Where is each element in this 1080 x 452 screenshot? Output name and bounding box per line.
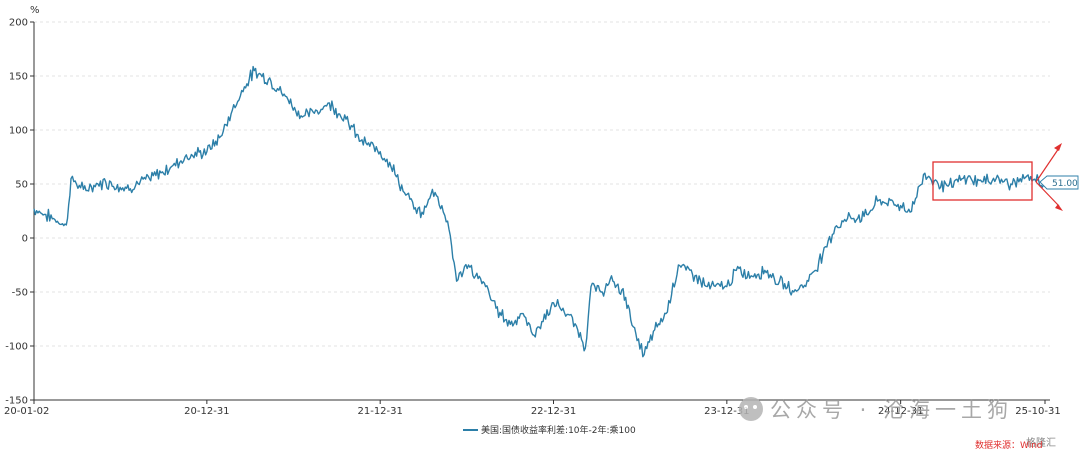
watermark-logo-eye-left bbox=[744, 405, 748, 409]
x-tick-label: 20-01-02 bbox=[4, 406, 49, 417]
watermark-logo-eye-right bbox=[753, 405, 757, 409]
series-layer bbox=[34, 67, 1045, 357]
y-tick-label: 200 bbox=[9, 18, 28, 29]
callout-value: 51.00 bbox=[1052, 179, 1078, 189]
y-tick-label: -100 bbox=[5, 342, 28, 353]
y-tick-label: -50 bbox=[12, 288, 28, 299]
end-value-callout: 51.00 bbox=[1040, 176, 1078, 189]
x-tick-label: 20-12-31 bbox=[184, 406, 229, 417]
y-tick-label: 100 bbox=[9, 126, 28, 137]
arrow-down-head bbox=[1055, 204, 1063, 211]
y-tick-label: -150 bbox=[5, 396, 28, 407]
grid-lines bbox=[34, 22, 1050, 346]
y-tick-labels: 200 150 100 50 0 -50 -100 -150 bbox=[5, 18, 34, 407]
x-tick-label: 25-10-31 bbox=[1015, 406, 1060, 417]
y-tick-label: 150 bbox=[9, 72, 28, 83]
y-tick-label: 50 bbox=[15, 180, 28, 191]
x-tick-label: 21-12-31 bbox=[357, 406, 402, 417]
data-source: 数据来源：Wind bbox=[975, 439, 1043, 451]
series-line bbox=[34, 67, 1045, 357]
y-tick-label: 0 bbox=[22, 234, 28, 245]
x-tick-label: 22-12-31 bbox=[531, 406, 576, 417]
legend-label: 美国:国债收益率利差:10年-2年:乘100 bbox=[481, 424, 636, 436]
watermark: 公众号 · 沧海一土狗 bbox=[739, 397, 1013, 422]
axes bbox=[34, 22, 1050, 400]
watermark-logo-icon bbox=[739, 397, 763, 421]
arrow-up-head bbox=[1054, 143, 1062, 151]
legend: 美国:国债收益率利差:10年-2年:乘100 bbox=[463, 424, 636, 436]
y-unit-label: % bbox=[30, 5, 40, 16]
watermark-text: 公众号 · 沧海一土狗 bbox=[770, 398, 1013, 422]
